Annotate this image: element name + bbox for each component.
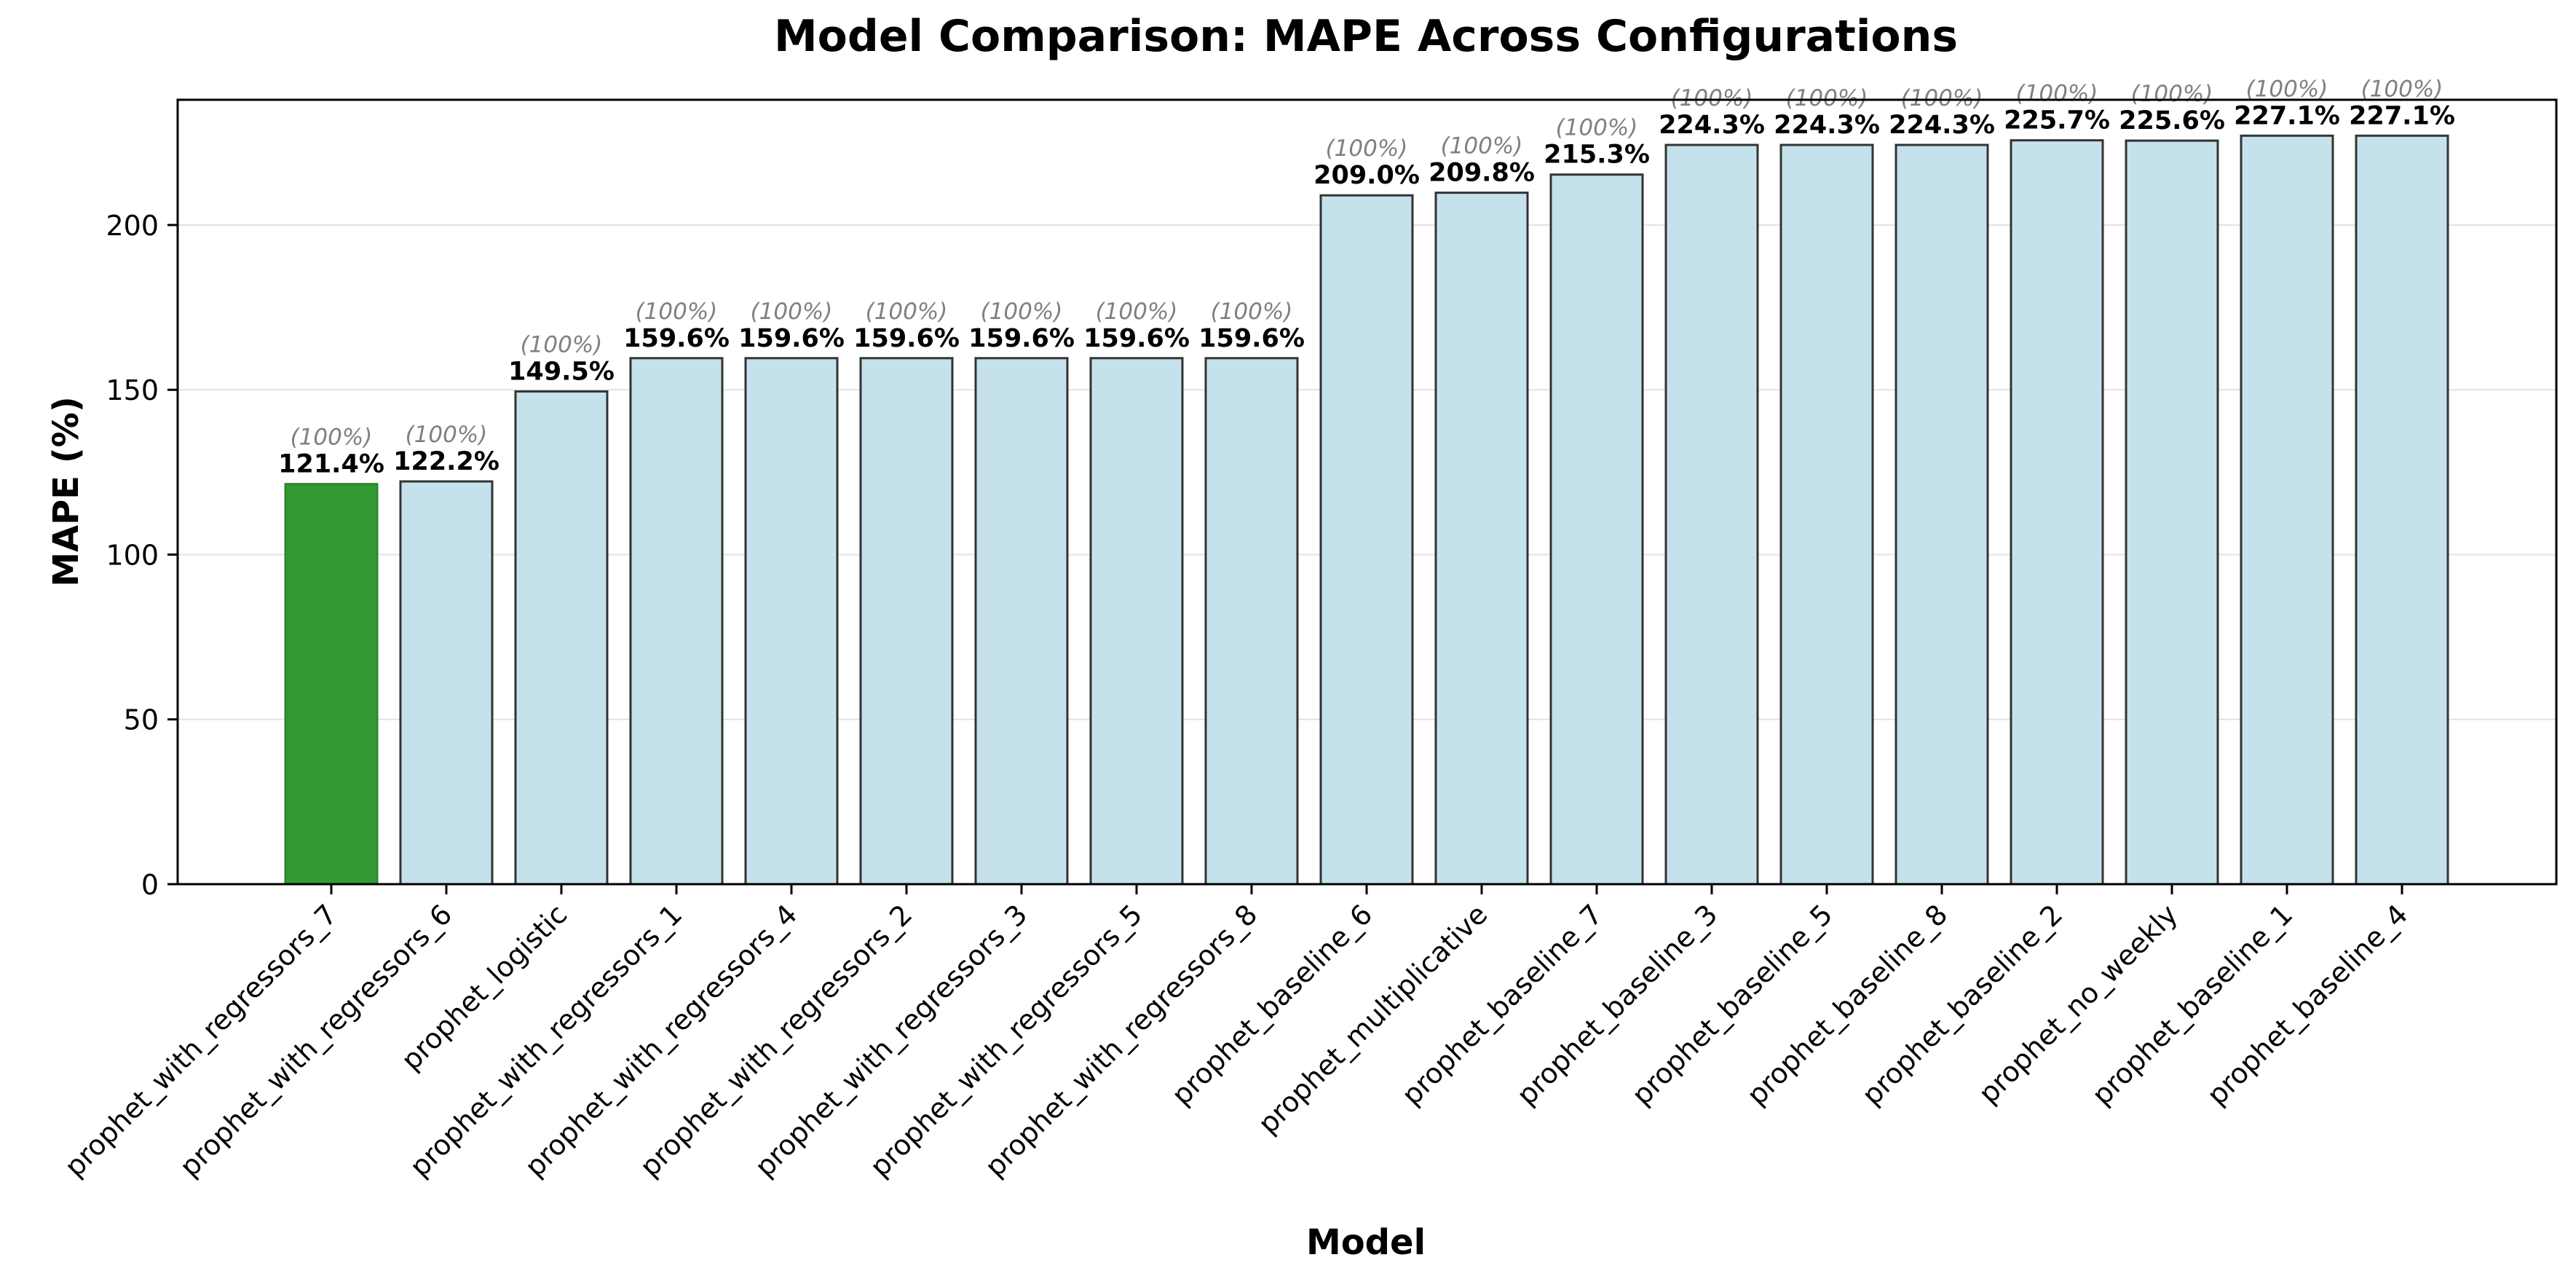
bar-secondary-label: (100%) [636, 299, 718, 325]
bar-value-label: 159.6% [623, 324, 730, 353]
bar-secondary-label: (100%) [2016, 81, 2098, 107]
y-tick-label: 0 [141, 869, 159, 901]
bar-secondary-label: (100%) [751, 299, 833, 325]
bar-value-label: 159.6% [968, 324, 1075, 353]
bar-value-label: 209.8% [1429, 159, 1535, 188]
bar [1664, 143, 1759, 886]
bar-secondary-label: (100%) [2246, 76, 2328, 102]
bar-value-label: 122.2% [393, 447, 499, 476]
bar [399, 480, 494, 886]
bar-secondary-label: (100%) [981, 299, 1063, 325]
bar-secondary-label: (100%) [1211, 299, 1293, 325]
bar-value-label: 224.3% [1889, 111, 1995, 140]
y-tick-label: 150 [106, 374, 159, 406]
y-tick-label: 100 [106, 539, 159, 571]
bar-secondary-label: (100%) [1326, 135, 1408, 162]
x-tick-label: prophet_baseline_2 [1856, 898, 2069, 1111]
bars [284, 134, 2449, 886]
bar [859, 357, 954, 886]
bar [1895, 143, 1989, 886]
bar-value-label: 225.7% [2004, 106, 2110, 135]
bar [974, 357, 1069, 886]
x-axis: prophet_with_regressors_7prophet_with_re… [58, 884, 2414, 1183]
x-tick-label: prophet_no_weekly [1972, 898, 2184, 1110]
bar-secondary-label: (100%) [1786, 85, 1868, 111]
bar-value-label: 121.4% [278, 450, 384, 479]
bar-secondary-label: (100%) [1901, 85, 1983, 111]
bar [1779, 143, 1874, 886]
bar [2010, 139, 2104, 886]
bar-value-label: 209.0% [1313, 161, 1420, 190]
bar-labels: 121.4%(100%)122.2%(100%)149.5%(100%) 159.… [278, 76, 2455, 478]
bar-secondary-label: (100%) [291, 425, 373, 451]
chart-title: Model Comparison: MAPE Across Configurat… [774, 11, 1958, 62]
bar-secondary-label: (100%) [866, 299, 948, 325]
x-tick-label: prophet_baseline_5 [1626, 898, 1839, 1111]
bar-value-label: 149.5% [508, 357, 615, 386]
bar-secondary-label: (100%) [1096, 299, 1178, 325]
bar [1204, 357, 1299, 886]
bar [744, 357, 839, 886]
y-axis-label: MAPE (%) [46, 396, 87, 587]
bar-value-label: 159.6% [1198, 324, 1305, 353]
x-axis-label: Model [1306, 1222, 1426, 1263]
bar-secondary-label: (100%) [406, 422, 488, 448]
y-axis: 0 50 100 150 200 [106, 210, 178, 901]
x-tick-label: prophet_baseline_8 [1741, 898, 1954, 1111]
x-tick-label: prophet_baseline_4 [2201, 898, 2414, 1111]
bar-value-label: 159.6% [853, 324, 960, 353]
bar-secondary-label: (100%) [1441, 133, 1523, 159]
bar [2125, 139, 2219, 886]
bar-value-label: 159.6% [738, 324, 845, 353]
bar [1089, 357, 1184, 886]
bar [1549, 173, 1644, 886]
x-tick-label: prophet_baseline_1 [2086, 898, 2299, 1111]
bar-value-label: 225.6% [2119, 106, 2225, 135]
bar-secondary-label: (100%) [2131, 81, 2213, 107]
bar-value-label: 227.1% [2349, 101, 2455, 130]
bar-value-label: 215.3% [1544, 141, 1650, 170]
bar [1319, 194, 1414, 886]
bar [2355, 134, 2449, 886]
bar [629, 357, 724, 886]
y-tick-label: 50 [124, 704, 159, 736]
bar [1434, 192, 1529, 886]
bar-secondary-label: (100%) [1556, 115, 1638, 141]
bar-secondary-label: (100%) [1671, 85, 1753, 111]
x-tick-label: prophet_multiplicative [1252, 898, 1493, 1140]
bar-value-label: 224.3% [1659, 111, 1765, 140]
y-tick-label: 200 [106, 210, 159, 242]
x-tick-label: prophet_baseline_3 [1511, 898, 1724, 1111]
bar-value-label: 224.3% [1774, 111, 1880, 140]
x-tick-label: prophet_baseline_6 [1166, 898, 1379, 1111]
bar-value-label: 227.1% [2234, 101, 2340, 130]
bar-value-label: 159.6% [1083, 324, 1190, 353]
x-tick-label: prophet_baseline_7 [1396, 898, 1609, 1111]
bar [2240, 134, 2334, 886]
bar-secondary-label: (100%) [2361, 76, 2443, 102]
bar [514, 390, 609, 886]
bar-secondary-label: (100%) [521, 331, 603, 358]
bar [284, 483, 379, 886]
